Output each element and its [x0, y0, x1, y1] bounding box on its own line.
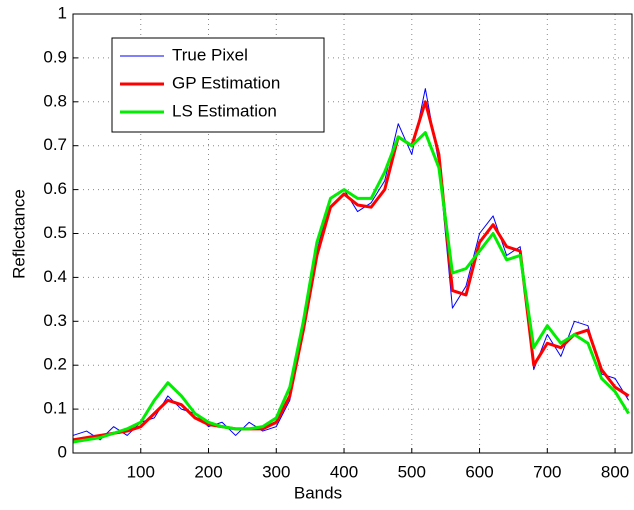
y-tick-label: 0.5: [43, 223, 67, 242]
legend-label: LS Estimation: [172, 101, 277, 120]
y-tick-label: 0.6: [43, 179, 67, 198]
y-tick-label: 0.9: [43, 47, 67, 66]
x-tick-label: 800: [601, 462, 629, 481]
y-tick-label: 0.7: [43, 135, 67, 154]
legend-label: True Pixel: [172, 45, 248, 64]
y-tick-label: 1: [58, 3, 67, 22]
y-tick-label: 0.4: [43, 267, 67, 286]
plot-frame: [72, 13, 633, 454]
x-tick-label: 400: [330, 462, 358, 481]
line: [72, 131, 630, 444]
y-tick-label: 0.1: [43, 399, 67, 418]
x-tick-label: 200: [194, 462, 222, 481]
y-tick-label: 0: [58, 442, 67, 461]
legend-label: GP Estimation: [172, 73, 280, 92]
y-tick-label: 0.3: [43, 311, 67, 330]
y-axis-label: Reflectance: [9, 189, 28, 279]
x-axis-label: Bands: [294, 483, 342, 502]
x-tick-label: 700: [533, 462, 561, 481]
x-tick-label: 500: [398, 462, 426, 481]
line: [72, 100, 630, 442]
x-tick-label: 100: [127, 462, 155, 481]
x-tick-label: 300: [262, 462, 290, 481]
line: [72, 88, 630, 441]
y-tick-label: 0.8: [43, 91, 67, 110]
x-tick-label: 600: [465, 462, 493, 481]
y-tick-label: 0.2: [43, 355, 67, 374]
